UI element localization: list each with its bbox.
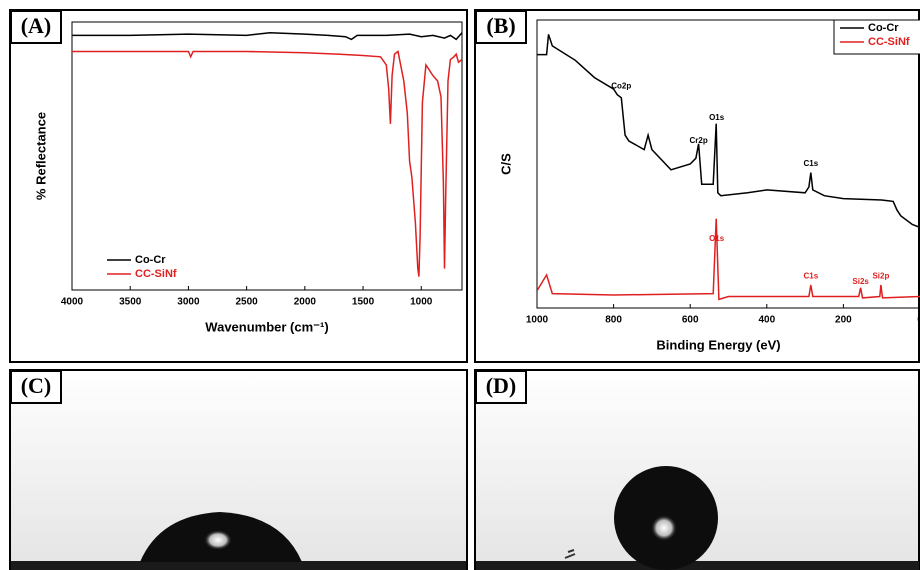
panel-label-box (475, 370, 527, 404)
x-tick-label: 3500 (119, 297, 142, 308)
panel-label-box (10, 370, 62, 404)
peak-annotation: Co2p (611, 81, 631, 90)
x-tick-label: 3000 (177, 297, 200, 308)
droplet-highlight (204, 530, 232, 550)
peak-annotation: C1s (804, 159, 819, 168)
peak-annotation: O1s (709, 234, 725, 243)
panel-label: (B) (486, 13, 515, 38)
y-axis-label: % Reflectance (33, 112, 48, 200)
panel-label-box (475, 10, 527, 44)
x-axis-label: Wavenumber (cm⁻¹) (205, 319, 328, 334)
x-tick-label: 600 (682, 315, 699, 326)
peak-annotation: Si2p (872, 271, 889, 280)
y-axis-label: C/S (498, 153, 513, 175)
legend-label: Co-Cr (135, 254, 166, 266)
plot-frame (536, 19, 920, 309)
droplet-highlight (651, 515, 677, 541)
x-tick-label: 2000 (294, 297, 317, 308)
x-tick-label: 1000 (410, 297, 433, 308)
legend-label: Co-Cr (868, 22, 899, 34)
series-line (72, 31, 462, 41)
series-line (72, 50, 462, 277)
legend-label: CC-SiNf (868, 36, 910, 48)
panel-label-box (10, 10, 62, 44)
substrate (476, 561, 919, 570)
panel-frame (474, 9, 920, 363)
panel-label: (D) (486, 373, 517, 398)
peak-annotation: O1s (709, 113, 725, 122)
legend-box (833, 19, 920, 55)
series-line (537, 34, 920, 229)
plot-frame (71, 21, 463, 291)
x-tick-label: 0 (917, 315, 920, 326)
series-line (537, 218, 920, 301)
x-axis-label: Binding Energy (eV) (656, 337, 780, 352)
substrate (11, 561, 466, 570)
x-tick-label: 400 (758, 315, 775, 326)
panel-label: (A) (21, 13, 52, 38)
legend-label: CC-SiNf (135, 268, 177, 280)
peak-annotation: Cr2p (690, 136, 708, 145)
droplet-photo (11, 512, 466, 570)
x-tick-label: 1500 (352, 297, 375, 308)
x-tick-label: 800 (605, 315, 622, 326)
x-tick-label: 2500 (236, 297, 259, 308)
peak-annotation: C1s (804, 271, 819, 280)
panel-frame (9, 9, 468, 363)
panel-label: (C) (21, 373, 52, 398)
x-tick-label: 4000 (61, 297, 84, 308)
peak-annotation: Si2s (852, 277, 869, 286)
droplet-photo (476, 466, 919, 570)
x-tick-label: 1000 (526, 315, 549, 326)
speck (564, 549, 576, 559)
x-tick-label: 200 (835, 315, 852, 326)
